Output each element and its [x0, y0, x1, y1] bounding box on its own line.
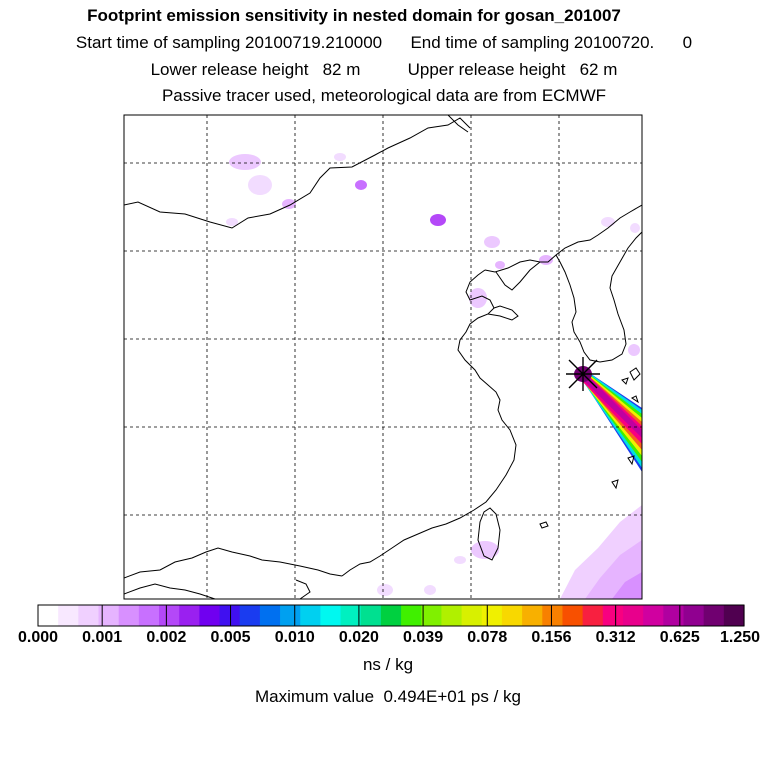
coast-line: [487, 305, 519, 321]
coast-line: [341, 269, 517, 577]
coast-line: [621, 377, 629, 385]
colorbar-tick-label: 0.000: [17, 629, 59, 646]
graticule: [124, 115, 642, 599]
colorbar-cell: [421, 605, 443, 626]
coast-line: [555, 231, 642, 363]
colorbar-cell: [683, 605, 705, 626]
border-line: [484, 204, 642, 273]
colorbar-units: ns / kg: [362, 655, 414, 674]
colorbar-cell: [643, 605, 664, 626]
colorbar-cell: [239, 605, 261, 626]
colorbar-cell: [118, 605, 140, 626]
field-patch: [229, 154, 261, 170]
plot-title: Footprint emission sensitivity in nested…: [87, 6, 621, 25]
tracer-info: Passive tracer used, meteorological data…: [161, 86, 607, 105]
coast-line: [124, 583, 216, 599]
colorbar-cell: [219, 605, 241, 626]
colorbar-cell: [622, 605, 644, 626]
field-patch: [424, 585, 436, 595]
colorbar-cell: [179, 605, 200, 626]
colorbar-cell: [78, 605, 100, 626]
field-patch: [630, 223, 640, 233]
colorbar-cell: [340, 605, 362, 626]
colorbar-cell: [441, 605, 463, 626]
field-patch: [430, 214, 446, 226]
field-patch: [628, 344, 640, 356]
colorbar-cell: [703, 605, 725, 626]
coast-line: [295, 579, 311, 599]
field-patch: [377, 584, 393, 596]
colorbar-cell: [38, 605, 59, 626]
plume: [574, 366, 642, 472]
coast-line: [631, 395, 639, 404]
colorbar-tick-label: 0.625: [659, 629, 700, 646]
colorbar-cell: [280, 605, 301, 626]
border-line: [124, 117, 471, 229]
field-patch: [355, 180, 367, 190]
colorbar-cell: [481, 605, 503, 626]
colorbar-tick-label: 0.039: [403, 629, 444, 646]
colorbar-cell: [562, 605, 584, 626]
coast-line: [539, 521, 549, 529]
plume-band: [583, 371, 642, 438]
colorbar-frame: [37, 604, 745, 627]
colorbar-cell: [138, 605, 160, 626]
colorbar-cell: [380, 605, 402, 626]
field-patch: [454, 556, 466, 564]
border-line: [447, 115, 469, 133]
colorbar-tick-label: 0.005: [210, 629, 251, 646]
release-heights: Lower release height 82 m Upper release …: [150, 60, 618, 79]
sampling-times: Start time of sampling 20100719.210000 E…: [75, 33, 693, 52]
map-frame: [123, 114, 643, 600]
colorbar-cell: [401, 605, 422, 626]
colorbar-cell: [602, 605, 624, 626]
sensitivity-field: [226, 153, 642, 599]
field-patch: [484, 236, 500, 248]
coast-line: [477, 507, 501, 561]
colorbar-cell: [501, 605, 523, 626]
colorbar-cell: [320, 605, 342, 626]
colorbar-cell: [461, 605, 483, 626]
colorbar-tick-label: 0.001: [82, 629, 123, 646]
colorbar-tick-label: 0.078: [467, 629, 508, 646]
colorbar-tick-label: 0.010: [274, 629, 315, 646]
colorbar-cell: [259, 605, 281, 626]
coast-line: [611, 479, 619, 490]
field-patch: [495, 261, 505, 269]
colorbar-cell: [723, 605, 745, 626]
colorbar-tick-label: 1.250: [719, 629, 761, 646]
coastlines: [124, 115, 642, 599]
star-marker: [566, 357, 600, 391]
field-patch: [226, 218, 238, 226]
coast-line: [629, 367, 641, 381]
coast-line: [495, 261, 541, 291]
colorbar-cell: [98, 605, 120, 626]
colorbar-cell: [542, 605, 564, 626]
colorbar-cell: [159, 605, 180, 626]
colorbar-tick-label: 0.020: [338, 629, 379, 646]
colorbar-tick-label: 0.312: [595, 629, 636, 646]
colorbar-cell: [300, 605, 321, 626]
field-patch: [248, 175, 272, 195]
field-patch: [334, 153, 346, 161]
colorbar-cell: [522, 605, 543, 626]
colorbar-cell: [663, 605, 685, 626]
colorbar-cell: [58, 605, 79, 626]
field-patch: [471, 541, 499, 559]
colorbar-tick-label: 0.002: [146, 629, 187, 646]
border-line: [124, 547, 343, 579]
field-patch: [612, 572, 642, 599]
colorbar-cell: [360, 605, 382, 626]
colorbar-cell: [199, 605, 221, 626]
coast-line: [627, 455, 635, 466]
colorbar-cell: [582, 605, 604, 626]
field-patch: [469, 288, 487, 308]
maximum-value: Maximum value 0.494E+01 ps / kg: [255, 687, 521, 706]
colorbar-tick-label: 0.156: [531, 629, 572, 646]
